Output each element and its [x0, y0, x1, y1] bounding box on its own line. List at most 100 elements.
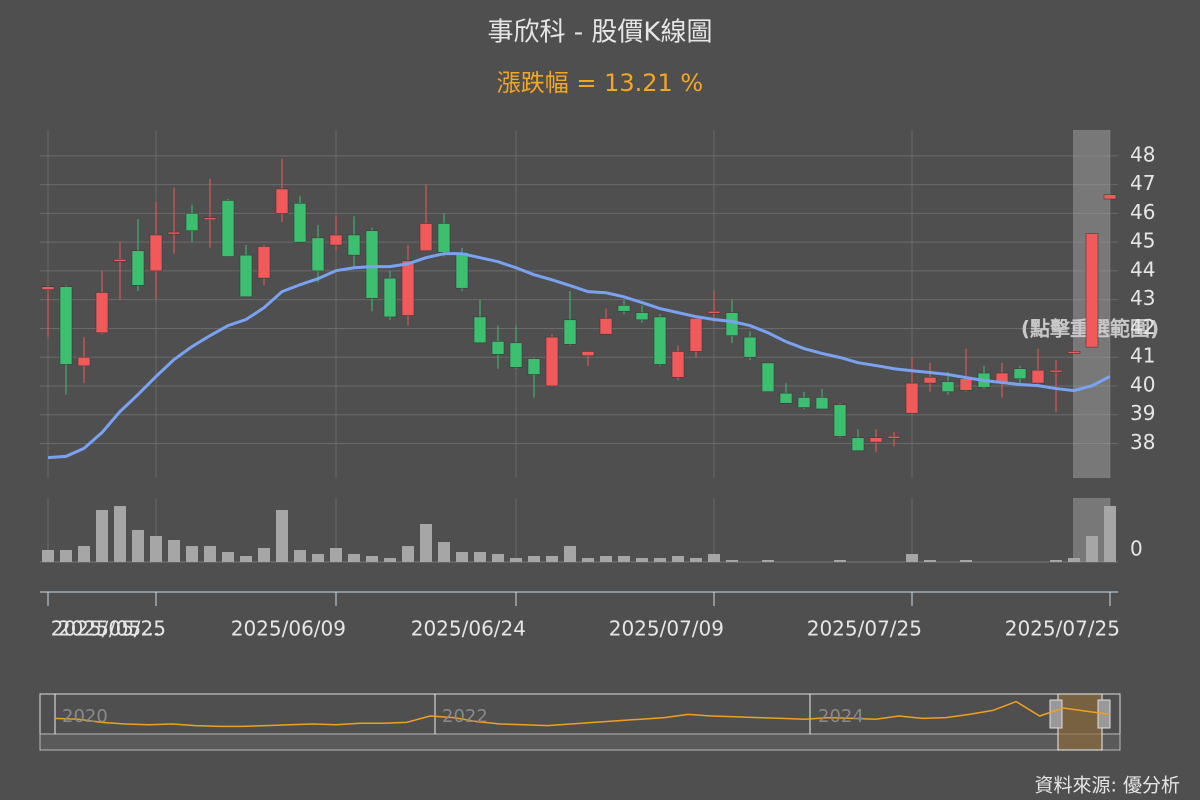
chart-title: 事欣科 - 股價K線圖 [488, 18, 713, 48]
volume-bar [114, 506, 126, 562]
navigator-line [54, 700, 1111, 728]
candle-body [311, 237, 325, 272]
candle-body [185, 213, 199, 231]
candle-body [527, 358, 541, 375]
candle-body [473, 316, 487, 344]
volume-bar [474, 552, 486, 562]
volume-bar [672, 556, 684, 562]
candle-body [293, 203, 307, 243]
candle-body [545, 336, 559, 387]
candle-body [581, 351, 595, 357]
volume-bar [1104, 506, 1116, 562]
candle-body [1013, 368, 1027, 380]
navigator-selection[interactable] [1057, 693, 1103, 751]
candle-body [239, 254, 253, 298]
candle-body [383, 277, 397, 318]
candle-body [347, 234, 361, 256]
volume-bar [420, 524, 432, 562]
candle-body [941, 381, 955, 392]
candle-body [509, 342, 523, 368]
y-tick-label: 39 [1130, 401, 1155, 425]
y-tick-label: 48 [1130, 142, 1155, 166]
candle-body [167, 231, 181, 235]
y-tick-label: 45 [1130, 229, 1155, 253]
volume-bar [834, 560, 846, 562]
volume-bar [528, 556, 540, 562]
candle-body [1085, 233, 1099, 348]
volume-bar [276, 510, 288, 562]
candle-body [419, 223, 433, 252]
candle-body [779, 392, 793, 404]
volume-bar [690, 558, 702, 562]
x-tick-label: 2025/06/24 [411, 617, 526, 641]
volume-bar [240, 556, 252, 562]
navigator-scrollbar[interactable] [39, 733, 1121, 751]
candle-body [707, 310, 721, 314]
volume-bar [42, 550, 54, 562]
candle-body [923, 377, 937, 384]
volume-bar [186, 546, 198, 562]
volume-bar [1050, 560, 1062, 562]
navigator-label: 2022 [442, 706, 488, 727]
volume-bar [510, 558, 522, 562]
volume-bar [600, 556, 612, 562]
volume-bar [618, 556, 630, 562]
x-tick-label: 2025/07/25 [1005, 617, 1120, 641]
navigator-label: 2020 [62, 706, 108, 727]
candle-body [221, 200, 235, 257]
navigator-handle[interactable] [1049, 699, 1063, 729]
candle-body [761, 362, 775, 392]
candle-body [455, 251, 469, 289]
candle-body [887, 436, 901, 439]
x-tick-label: 2025/07/09 [609, 617, 724, 641]
volume-bar [204, 546, 216, 562]
volume-bar [402, 546, 414, 562]
candle-body [959, 378, 973, 391]
volume-bar [96, 510, 108, 562]
x-tick-label: 2025/05/25 [51, 617, 166, 641]
candle-body [599, 318, 613, 335]
moving-average [47, 252, 1111, 460]
x-tick-label: 2025/06/09 [231, 617, 346, 641]
candle-body [1067, 351, 1081, 354]
source: 資料來源: 優分析 [1035, 775, 1180, 797]
candle-body [437, 223, 451, 253]
volume-bar [906, 554, 918, 562]
candle-body [1103, 194, 1117, 200]
volume-bar [330, 548, 342, 562]
volume-bar [546, 556, 558, 562]
candle-body [275, 188, 289, 214]
navigator-label: 2024 [818, 706, 864, 727]
volume-bar [150, 536, 162, 562]
volume-bar [312, 554, 324, 562]
candle-body [653, 316, 667, 365]
volume-bar [456, 552, 468, 562]
candle-body [113, 259, 127, 262]
volume-bar [582, 558, 594, 562]
candle-body [725, 312, 739, 336]
volume-bar [762, 560, 774, 562]
volume-bar [492, 554, 504, 562]
y-tick-label: 40 [1130, 372, 1155, 396]
volume-bar [258, 548, 270, 562]
candle-body [905, 382, 919, 414]
volume-bar [708, 554, 720, 562]
y-tick-label: 43 [1130, 286, 1155, 310]
volume-bar [366, 556, 378, 562]
candle-body [149, 234, 163, 272]
volume-bar [960, 560, 972, 562]
volume-bar [924, 560, 936, 562]
candle-body [671, 351, 685, 378]
candle-body [743, 336, 757, 358]
volume-bar [222, 552, 234, 562]
candle-body [851, 437, 865, 451]
y-tick-label: 46 [1130, 200, 1155, 224]
volume-bar [132, 530, 144, 562]
candle-body [365, 230, 379, 299]
candle-body [95, 292, 109, 334]
y-tick-label: 44 [1130, 257, 1155, 281]
candle-body [1031, 369, 1045, 384]
x-tick-label: 2025/07/25 [807, 617, 922, 641]
volume-bar [60, 550, 72, 562]
